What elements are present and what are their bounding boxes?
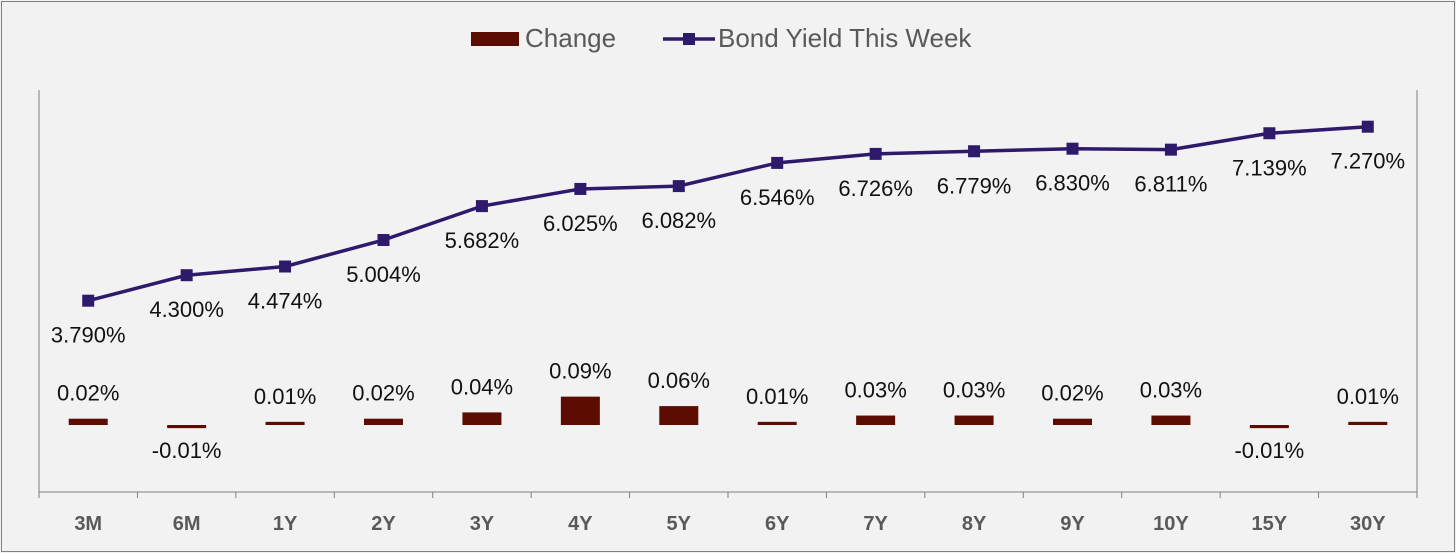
yield-marker-10y [1164, 143, 1177, 156]
x-tick-labels: 3M 6M 1Y 2Y 3Y 4Y 5Y 6Y 7Y 8Y 9Y 10Y 15Y 30Y [74, 513, 1386, 535]
yield-marker-3y [475, 200, 488, 213]
yield-label-2y: 5.004% [346, 262, 421, 287]
change-bar-6y [757, 421, 797, 425]
change-label-2y: 0.02% [352, 381, 414, 406]
legend-label-yield: Bond Yield This Week [718, 23, 972, 53]
yield-label-10y: 6.811% [1134, 172, 1207, 197]
x-tick-label-6y: 6Y [765, 513, 790, 535]
yield-marker-4y [574, 182, 587, 195]
yield-marker-7y [869, 147, 882, 160]
yield-marker-6y [771, 156, 784, 169]
change-bar-2y [364, 418, 403, 425]
yield-marker-15y [1263, 127, 1276, 140]
x-tick-label-30y: 30Y [1350, 513, 1386, 535]
yield-marker-30y [1361, 120, 1374, 133]
x-tick-label-15y: 15Y [1252, 513, 1288, 535]
legend-label-change: Change [525, 23, 616, 53]
axes [38, 90, 1418, 498]
yield-marker-1y [279, 260, 292, 273]
change-bar-1y [265, 421, 305, 425]
change-label-6y: 0.01% [746, 384, 808, 409]
x-tick-label-6m: 6M [173, 513, 201, 535]
change-label-8y: 0.03% [943, 378, 1005, 403]
change-bar-9y [1053, 418, 1092, 425]
yield-marker-9y [1066, 142, 1079, 155]
change-bar-3m [68, 418, 108, 425]
yield-label-15y: 7.139% [1232, 155, 1307, 180]
yield-label-3m: 3.790% [51, 323, 126, 348]
change-bar-8y [954, 415, 994, 425]
change-bar-10y [1151, 415, 1191, 425]
change-label-5y: 0.06% [648, 368, 710, 393]
legend-swatch-marker [683, 33, 695, 45]
change-bars [68, 396, 1388, 429]
yield-marker-2y [377, 234, 390, 246]
yield-marker-6m [180, 269, 193, 282]
yield-label-30y: 7.270% [1330, 149, 1405, 174]
x-tick-label-10y: 10Y [1153, 513, 1189, 535]
yield-label-8y: 6.779% [937, 173, 1012, 198]
change-label-10y: 0.03% [1140, 378, 1202, 403]
change-label-7y: 0.03% [844, 378, 906, 403]
change-label-15y: -0.01% [1234, 438, 1304, 463]
change-bar-4y [560, 396, 600, 425]
yield-label-5y: 6.082% [641, 208, 716, 233]
legend-swatch-change [471, 32, 519, 46]
x-tick-label-9y: 9Y [1060, 513, 1085, 535]
yield-label-6m: 4.300% [149, 297, 224, 322]
change-bar-5y [659, 406, 699, 425]
change-bar-6m [167, 425, 207, 429]
x-tick-label-8y: 8Y [962, 513, 987, 535]
change-label-3y: 0.04% [451, 374, 513, 399]
yield-marker-5y [672, 180, 685, 193]
yield-line [82, 120, 1374, 307]
data-labels: 0.02% -0.01% 0.01% 0.02% 0.04% 0.09% 0.06% 0.01… [51, 149, 1405, 463]
change-label-9y: 0.02% [1041, 381, 1103, 406]
change-bar-7y [856, 415, 896, 425]
legend: Change Bond Yield This Week [471, 23, 972, 53]
change-label-1y: 0.01% [254, 384, 316, 409]
x-tick-label-4y: 4Y [568, 513, 593, 535]
yield-label-7y: 6.726% [838, 176, 913, 201]
x-tick-label-3m: 3M [74, 513, 102, 535]
yield-label-6y: 6.546% [740, 185, 815, 210]
yield-label-4y: 6.025% [543, 211, 618, 236]
x-tick-label-5y: 5Y [667, 513, 692, 535]
change-label-30y: 0.01% [1337, 384, 1399, 409]
change-label-6m: -0.01% [152, 438, 222, 463]
yield-label-3y: 5.682% [445, 228, 520, 253]
yield-label-9y: 6.830% [1035, 171, 1110, 196]
x-tick-label-1y: 1Y [273, 513, 298, 535]
yield-line-path [87, 124, 1368, 303]
x-tick-label-2y: 2Y [371, 513, 396, 535]
change-bar-15y [1249, 425, 1289, 429]
yield-marker-3m [82, 294, 95, 307]
change-label-3m: 0.02% [57, 381, 119, 406]
yield-label-1y: 4.474% [248, 289, 323, 314]
change-bar-30y [1348, 421, 1388, 425]
x-tick-label-3y: 3Y [470, 513, 495, 535]
change-label-4y: 0.09% [549, 359, 611, 384]
x-tick-label-7y: 7Y [863, 513, 888, 535]
yield-marker-8y [968, 145, 981, 158]
change-bar-3y [462, 412, 502, 425]
